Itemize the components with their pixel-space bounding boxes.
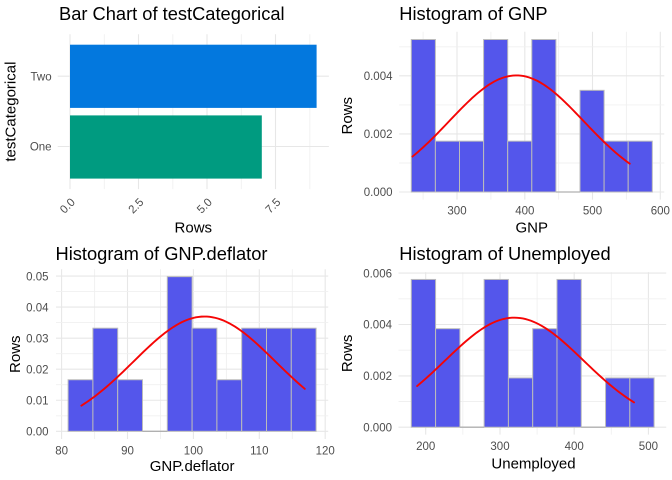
svg-text:0.000: 0.000 (363, 422, 392, 434)
svg-text:0.004: 0.004 (363, 320, 392, 332)
svg-text:0.01: 0.01 (26, 395, 48, 407)
svg-text:0.05: 0.05 (26, 271, 48, 283)
svg-text:testCategorical: testCategorical (3, 62, 20, 162)
svg-text:0.02: 0.02 (26, 364, 48, 376)
svg-text:400: 400 (565, 441, 584, 453)
svg-text:400: 400 (515, 206, 534, 218)
svg-text:200: 200 (416, 441, 435, 453)
svg-text:GNP.deflator: GNP.deflator (150, 458, 235, 475)
svg-text:Unemployed: Unemployed (491, 456, 575, 473)
svg-text:110: 110 (250, 445, 268, 457)
svg-text:0.00: 0.00 (26, 427, 48, 439)
svg-text:90: 90 (121, 445, 134, 457)
svg-text:One: One (30, 142, 52, 154)
svg-text:GNP: GNP (515, 220, 548, 237)
svg-text:600: 600 (651, 206, 670, 218)
svg-text:Rows: Rows (339, 335, 356, 373)
svg-text:Rows: Rows (175, 220, 213, 237)
svg-text:300: 300 (490, 441, 509, 453)
svg-text:300: 300 (447, 206, 466, 218)
svg-text:Bar Chart of testCategorical: Bar Chart of testCategorical (59, 3, 285, 24)
svg-text:Histogram of Unemployed: Histogram of Unemployed (399, 243, 610, 264)
svg-text:0.000: 0.000 (364, 187, 393, 199)
svg-text:120: 120 (316, 445, 335, 457)
svg-text:0.002: 0.002 (363, 371, 392, 383)
svg-text:0.002: 0.002 (364, 129, 393, 141)
svg-text:80: 80 (55, 445, 68, 457)
svg-text:Histogram of GNP.deflator: Histogram of GNP.deflator (56, 243, 268, 264)
svg-text:100: 100 (184, 445, 203, 457)
svg-text:0.04: 0.04 (26, 302, 49, 314)
svg-text:Rows: Rows (339, 97, 356, 135)
svg-text:500: 500 (583, 206, 602, 218)
svg-text:0.004: 0.004 (364, 71, 393, 83)
svg-text:Two: Two (31, 71, 52, 83)
svg-text:Rows: Rows (7, 335, 24, 373)
svg-text:Histogram of GNP: Histogram of GNP (399, 3, 547, 24)
svg-text:0.03: 0.03 (26, 333, 48, 345)
svg-text:0.006: 0.006 (363, 268, 392, 280)
svg-text:500: 500 (639, 441, 658, 453)
